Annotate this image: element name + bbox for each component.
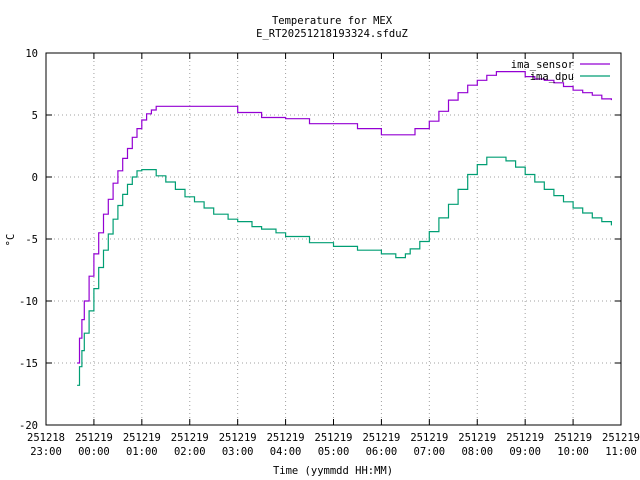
plot-border bbox=[45, 52, 622, 426]
x-tick-time: 10:00 bbox=[557, 446, 589, 458]
x-tick-date: 251219 bbox=[315, 432, 353, 444]
y-tick-label: -10 bbox=[19, 296, 38, 308]
x-tick-time: 23:00 bbox=[30, 446, 62, 458]
x-tick-date: 251219 bbox=[602, 432, 640, 444]
x-tick-date: 251219 bbox=[219, 432, 257, 444]
y-tick-label: 10 bbox=[25, 48, 38, 60]
x-tick-time: 07:00 bbox=[414, 446, 446, 458]
x-tick-time: 05:00 bbox=[318, 446, 350, 458]
x-tick-time: 11:00 bbox=[605, 446, 637, 458]
x-tick-time: 06:00 bbox=[366, 446, 398, 458]
y-axis: 10 5 0 -5 -10 -15 -20 bbox=[19, 48, 621, 432]
x-tick-date: 251219 bbox=[410, 432, 448, 444]
x-tick-time: 01:00 bbox=[126, 446, 158, 458]
x-tick-time: 09:00 bbox=[509, 446, 541, 458]
y-tick-label: -20 bbox=[19, 420, 38, 432]
legend-label: ima_dpu bbox=[530, 71, 574, 83]
x-tick-time: 04:00 bbox=[270, 446, 302, 458]
x-tick-time: 03:00 bbox=[222, 446, 254, 458]
x-tick-date: 251219 bbox=[458, 432, 496, 444]
x-tick-date: 251219 bbox=[75, 432, 113, 444]
x-tick-date: 251219 bbox=[506, 432, 544, 444]
x-tick-date: 251219 bbox=[171, 432, 209, 444]
series-lines bbox=[77, 71, 612, 386]
y-axis-label: °C bbox=[5, 234, 17, 247]
x-tick-date: 251218 bbox=[27, 432, 65, 444]
x-tick-time: 08:00 bbox=[461, 446, 493, 458]
x-tick-date: 251219 bbox=[362, 432, 400, 444]
x-tick-date: 251219 bbox=[123, 432, 161, 444]
y-tick-label: 0 bbox=[32, 172, 38, 184]
y-tick-label: -5 bbox=[25, 234, 38, 246]
x-tick-date: 251219 bbox=[554, 432, 592, 444]
x-tick-time: 02:00 bbox=[174, 446, 206, 458]
chart-title: Temperature for MEX bbox=[272, 15, 393, 27]
grid-lines bbox=[46, 53, 621, 425]
chart-subtitle: E_RT20251218193324.sfduZ bbox=[256, 28, 408, 40]
x-tick-date: 251219 bbox=[267, 432, 305, 444]
legend-label: ima_sensor bbox=[511, 59, 574, 71]
series-line-ima-dpu bbox=[77, 156, 612, 386]
series-line-ima-sensor bbox=[77, 71, 612, 364]
x-axis-label: Time (yymmdd HH:MM) bbox=[273, 465, 393, 477]
y-tick-label: 5 bbox=[32, 110, 38, 122]
x-axis: 251218 23:00 251219 00:00 251219 01:00 251219 0… bbox=[27, 53, 640, 458]
x-tick-time: 00:00 bbox=[78, 446, 110, 458]
y-tick-label: -15 bbox=[19, 358, 38, 370]
